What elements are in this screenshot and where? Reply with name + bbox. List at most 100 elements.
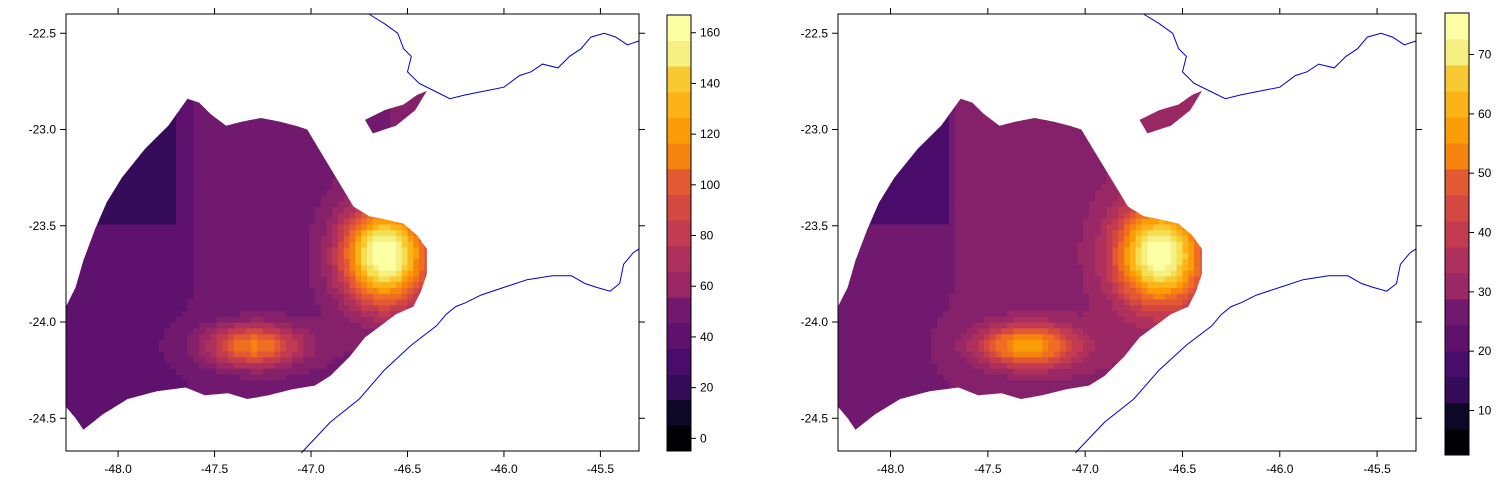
heatmap-cell (408, 397, 414, 403)
heatmap-cell (205, 85, 211, 91)
heatmap-cell (321, 166, 327, 172)
heatmap-cell (240, 420, 246, 426)
heatmap-cell (286, 247, 292, 253)
heatmap-cell (338, 380, 344, 386)
heatmap-cell (431, 224, 437, 230)
heatmap-cell (234, 201, 240, 207)
heatmap-cell (926, 386, 932, 392)
heatmap-cell (867, 391, 873, 397)
heatmap-cell (101, 224, 107, 230)
heatmap-cell (321, 183, 327, 189)
heatmap-cell (205, 374, 211, 380)
heatmap-cell (211, 108, 217, 114)
heatmap-cell (926, 316, 932, 322)
heatmap-cell (350, 120, 356, 126)
heatmap-cell (303, 270, 309, 276)
heatmap-cell (379, 103, 385, 109)
heatmap-cell (861, 91, 867, 97)
heatmap-cell (176, 207, 182, 213)
heatmap-cell (83, 218, 89, 224)
heatmap-cell (274, 218, 280, 224)
heatmap-cell (263, 230, 269, 236)
heatmap-cell (873, 339, 879, 345)
heatmap-cell (101, 414, 107, 420)
heatmap-cell (170, 230, 176, 236)
heatmap-cell (367, 195, 373, 201)
heatmap-cell (861, 322, 867, 328)
heatmap-cell (413, 420, 419, 426)
heatmap-cell (280, 247, 286, 253)
heatmap-cell (315, 420, 321, 426)
heatmap-cell (176, 201, 182, 207)
heatmap-cell (257, 201, 263, 207)
heatmap-cell (384, 311, 390, 317)
heatmap-cell (153, 201, 159, 207)
heatmap-cell (914, 195, 920, 201)
heatmap-cell (263, 299, 269, 305)
heatmap-cell (908, 160, 914, 166)
heatmap-cell (222, 403, 228, 409)
heatmap-cell (269, 189, 275, 195)
heatmap-cell (413, 201, 419, 207)
heatmap-cell (280, 426, 286, 432)
heatmap-cell (188, 264, 194, 270)
heatmap-cell (251, 345, 257, 351)
heatmap-cell (147, 374, 153, 380)
heatmap-cell (66, 137, 72, 143)
heatmap-cell (95, 230, 101, 236)
heatmap-cell (327, 386, 333, 392)
heatmap-cell (141, 293, 147, 299)
heatmap-cell (344, 368, 350, 374)
heatmap-cell (861, 264, 867, 270)
heatmap-cell (292, 166, 298, 172)
heatmap-cell (66, 235, 72, 241)
heatmap-cell (303, 420, 309, 426)
heatmap-cell (908, 85, 914, 91)
heatmap-cell (72, 264, 78, 270)
heatmap-cell (95, 189, 101, 195)
heatmap-cell (879, 403, 885, 409)
heatmap-cell (914, 374, 920, 380)
heatmap-cell (83, 299, 89, 305)
heatmap-cell (390, 160, 396, 166)
heatmap-cell (332, 362, 338, 368)
heatmap-cell (879, 270, 885, 276)
heatmap-cell (856, 322, 862, 328)
heatmap-cell (338, 126, 344, 132)
heatmap-cell (205, 351, 211, 357)
heatmap-cell (83, 114, 89, 120)
heatmap-cell (101, 143, 107, 149)
heatmap-cell (182, 305, 188, 311)
heatmap-cell (298, 149, 304, 155)
heatmap-cell (217, 426, 223, 432)
heatmap-cell (355, 137, 361, 143)
heatmap-cell (298, 166, 304, 172)
heatmap-cell (838, 253, 844, 259)
heatmap-cell (298, 403, 304, 409)
heatmap-cell (95, 357, 101, 363)
heatmap-cell (885, 166, 891, 172)
heatmap-cell (861, 409, 867, 415)
heatmap-cell (413, 414, 419, 420)
heatmap-cell (920, 322, 926, 328)
heatmap-cell (413, 212, 419, 218)
heatmap-cell (384, 160, 390, 166)
heatmap-cell (263, 339, 269, 345)
heatmap-cell (879, 345, 885, 351)
heatmap-cell (164, 334, 170, 340)
heatmap-cell (83, 397, 89, 403)
heatmap-cell (83, 368, 89, 374)
heatmap-cell (850, 160, 856, 166)
heatmap-cell (396, 201, 402, 207)
heatmap-cell (118, 386, 124, 392)
heatmap-cell (286, 391, 292, 397)
heatmap-cell (274, 166, 280, 172)
heatmap-cell (367, 149, 373, 155)
heatmap-cell (176, 380, 182, 386)
heatmap-cell (251, 160, 257, 166)
heatmap-cell (101, 316, 107, 322)
heatmap-cell (240, 287, 246, 293)
heatmap-cell (303, 218, 309, 224)
heatmap-cell (861, 426, 867, 432)
heatmap-cell (332, 212, 338, 218)
